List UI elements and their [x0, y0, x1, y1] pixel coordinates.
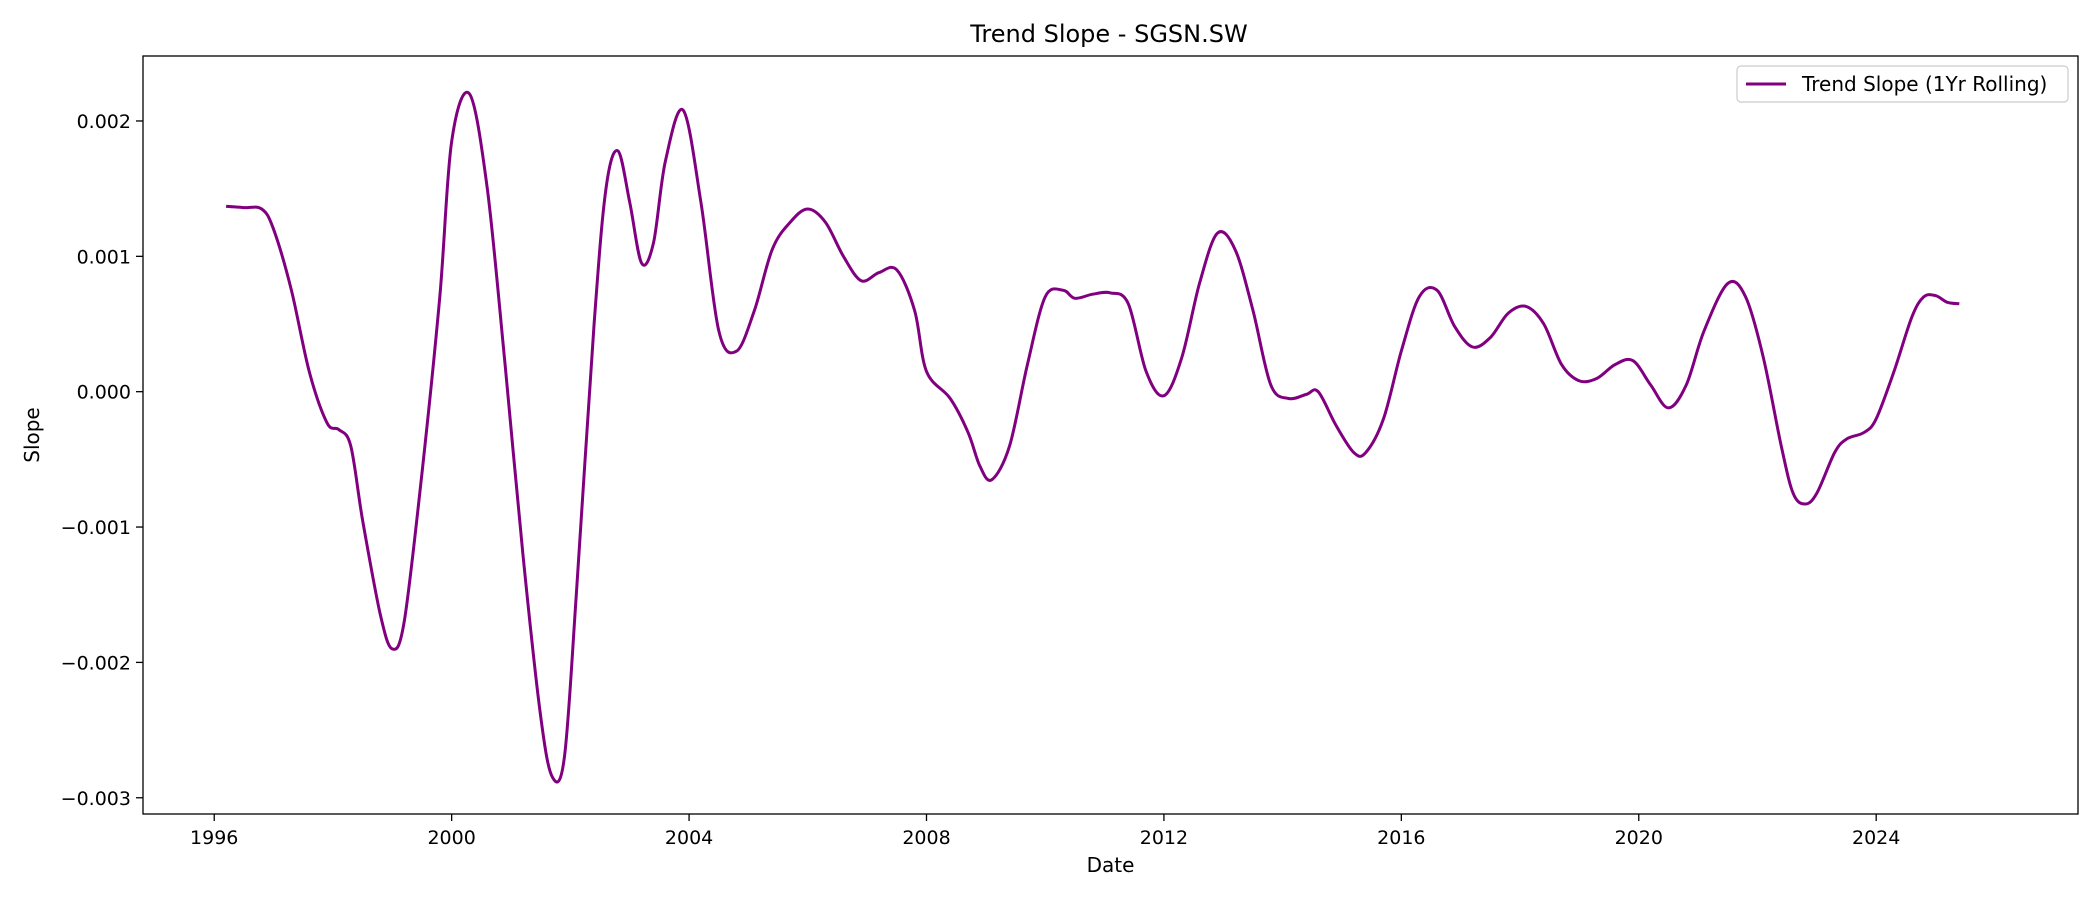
x-tick-label: 2008	[902, 827, 950, 849]
series-line	[225, 90, 1960, 784]
legend-label: Trend Slope (1Yr Rolling)	[1801, 72, 2047, 96]
x-tick-label: 1996	[190, 827, 238, 849]
series-layer	[225, 90, 1960, 784]
x-tick-label: 2016	[1377, 827, 1425, 849]
legend-box	[1736, 65, 2069, 103]
y-tick-label: −0.001	[61, 517, 131, 539]
y-tick-label: −0.003	[61, 788, 131, 810]
x-axis-ticks: 1996 2000 2004 2008 2012 2016 2020 2024	[190, 814, 1900, 849]
x-tick-label: 2024	[1852, 827, 1900, 849]
y-axis-ticks: −0.003 −0.002 −0.001 0.000 0.001 0.002	[61, 111, 143, 810]
y-tick-label: 0.001	[77, 246, 131, 268]
x-tick-label: 2020	[1615, 827, 1663, 849]
plot-frame	[142, 55, 2079, 815]
y-axis-title: Slope	[20, 407, 44, 463]
y-tick-label: 0.002	[77, 111, 131, 133]
x-tick-label: 2012	[1140, 827, 1188, 849]
x-tick-label: 2004	[665, 827, 713, 849]
x-tick-label: 2000	[427, 827, 475, 849]
chart-title: Trend Slope - SGSN.SW	[969, 20, 1247, 48]
x-axis-title: Date	[1087, 853, 1135, 877]
legend: Trend Slope (1Yr Rolling)	[1736, 65, 2069, 103]
y-tick-label: −0.002	[61, 652, 131, 674]
y-tick-label: 0.000	[77, 382, 131, 404]
